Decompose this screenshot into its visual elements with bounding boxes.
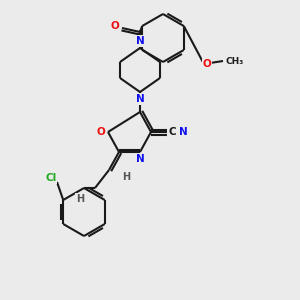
Text: O: O: [111, 21, 119, 31]
Text: CH₃: CH₃: [225, 56, 243, 65]
Text: N: N: [136, 36, 144, 46]
Text: N: N: [136, 154, 144, 164]
Text: C: C: [168, 127, 176, 137]
Text: Cl: Cl: [45, 173, 57, 183]
Text: O: O: [97, 127, 105, 137]
Text: N: N: [136, 94, 144, 104]
Text: O: O: [202, 59, 211, 69]
Text: H: H: [122, 172, 130, 182]
Text: N: N: [178, 127, 188, 137]
Text: H: H: [76, 194, 84, 204]
